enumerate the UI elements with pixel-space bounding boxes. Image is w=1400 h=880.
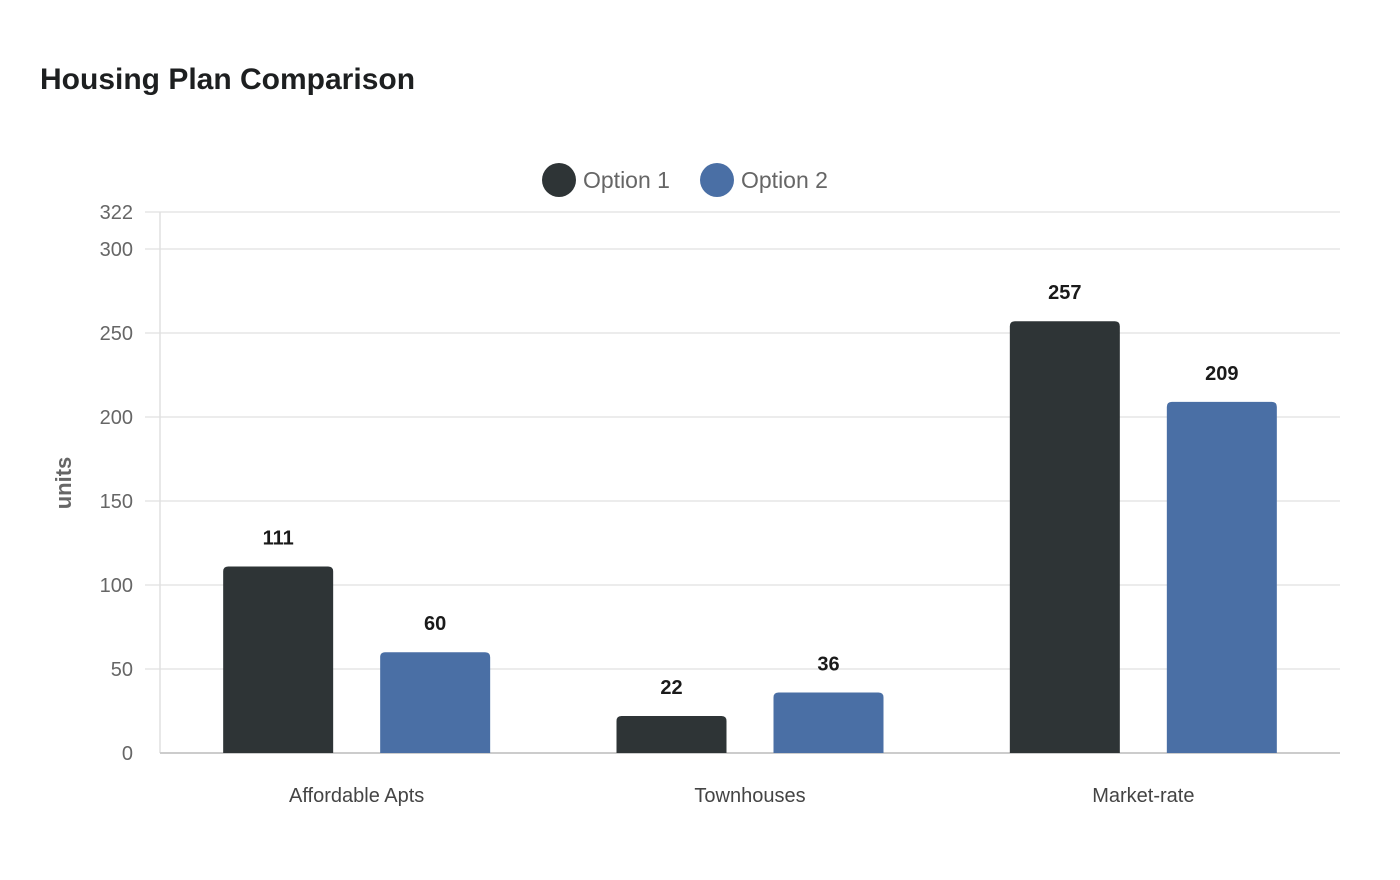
- y-axis-title: units: [51, 457, 76, 510]
- y-tick-label: 250: [100, 323, 133, 345]
- legend-label[interactable]: Option 1: [583, 167, 670, 193]
- bar-option-2[interactable]: [773, 692, 884, 753]
- bar-value-label: 36: [817, 654, 839, 676]
- bar-option-2[interactable]: [1166, 401, 1277, 753]
- bar-value-label: 60: [424, 613, 446, 635]
- x-tick-label: Market-rate: [1092, 785, 1194, 807]
- legend-swatch: [700, 163, 734, 197]
- x-tick-label: Affordable Apts: [289, 785, 424, 807]
- bar-value-label: 111: [263, 528, 294, 550]
- y-tick-label: 150: [100, 491, 133, 513]
- bar-option-1[interactable]: [616, 716, 727, 753]
- bar-option-1[interactable]: [223, 566, 334, 753]
- bar-value-label: 22: [660, 677, 682, 699]
- x-tick-label: Townhouses: [694, 785, 805, 807]
- bars: [223, 321, 1277, 753]
- y-tick-label: 50: [111, 659, 133, 681]
- legend-label[interactable]: Option 2: [741, 167, 828, 193]
- bar-value-label: 209: [1205, 363, 1238, 385]
- y-tick-label: 200: [100, 407, 133, 429]
- y-tick-label: 322: [100, 202, 133, 224]
- legend-swatch: [542, 163, 576, 197]
- gridlines: [145, 211, 1340, 670]
- chart-title: Housing Plan Comparison: [40, 63, 416, 96]
- y-tick-label: 300: [100, 239, 133, 261]
- data-labels: 111 60 22 36 257 209: [263, 282, 1239, 699]
- axes: 0 50 100 150 200 250 300 322 Affordable Apts Town…: [100, 202, 1340, 807]
- y-tick-label: 100: [100, 575, 133, 597]
- bar-option-1[interactable]: [1009, 321, 1120, 753]
- bar-option-2[interactable]: [380, 652, 491, 753]
- bar-value-label: 257: [1048, 282, 1081, 304]
- y-tick-label: 0: [122, 743, 133, 765]
- legend: Option 1 Option 2: [542, 163, 828, 197]
